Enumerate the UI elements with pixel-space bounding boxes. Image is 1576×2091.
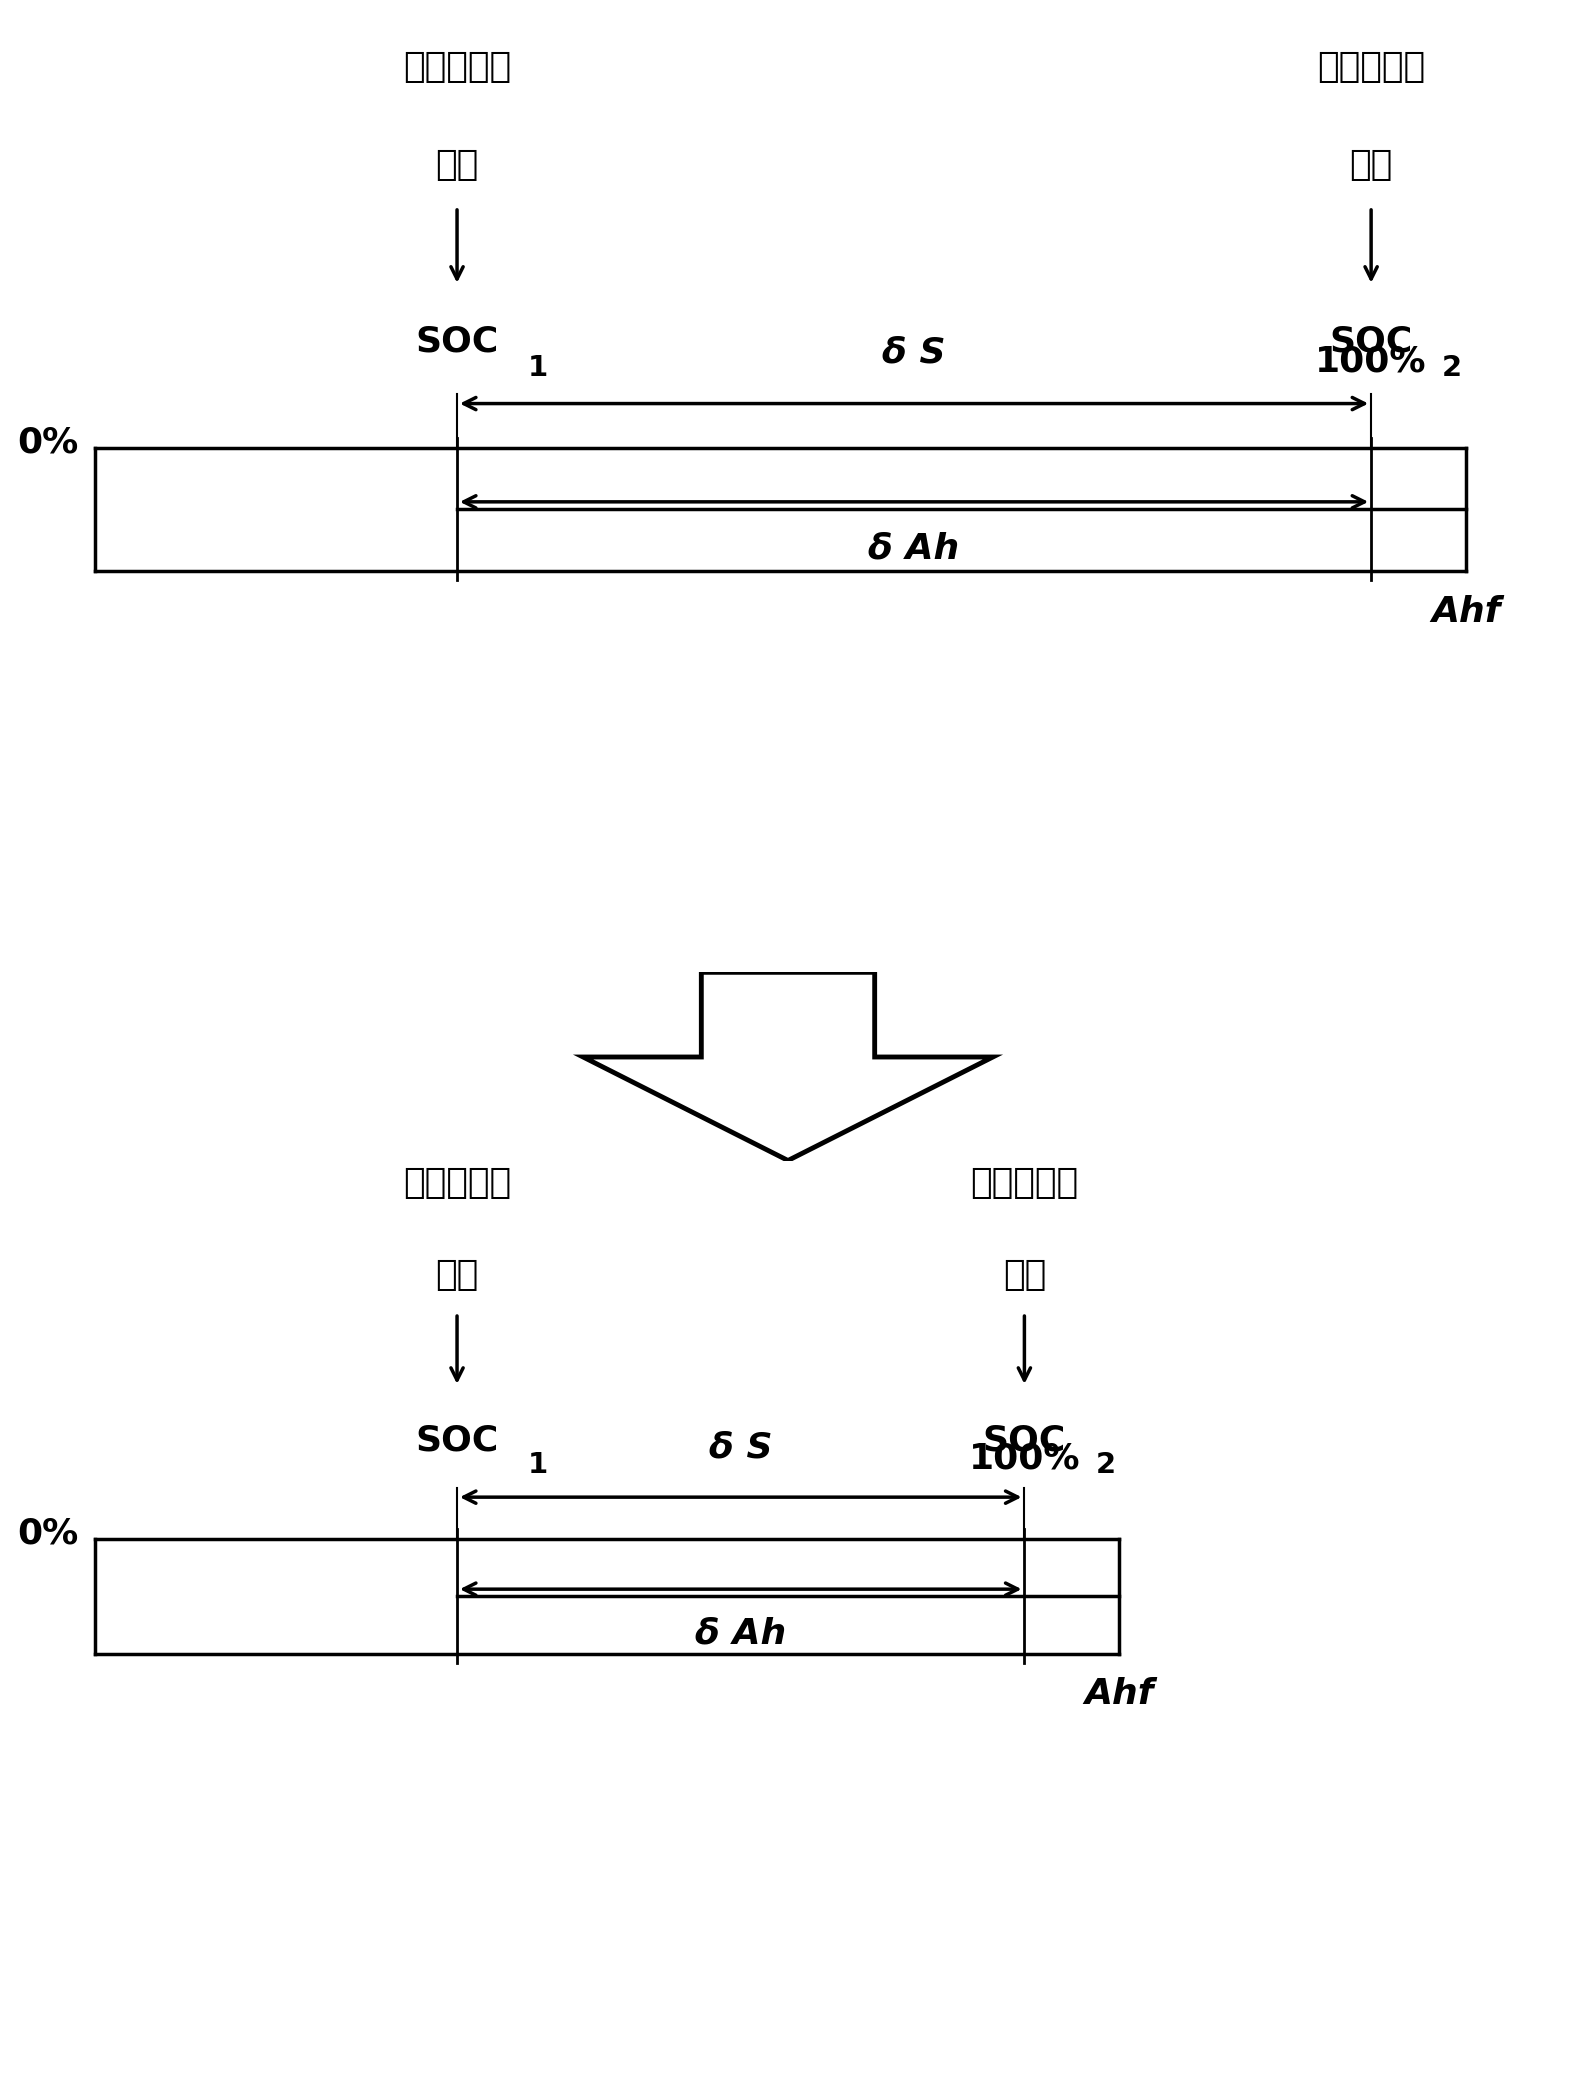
Text: 第一无负荷: 第一无负荷 [403,50,511,84]
Text: 定时: 定时 [435,1259,479,1292]
Text: SOC: SOC [983,1424,1065,1457]
Text: 0%: 0% [17,1516,79,1552]
Text: 1: 1 [528,353,548,383]
Polygon shape [583,972,993,1161]
Text: 第一无负荷: 第一无负荷 [403,1167,511,1200]
Text: 第二无负荷: 第二无负荷 [1318,50,1425,84]
Text: 定时: 定时 [1349,148,1393,182]
Text: Ahf: Ahf [1431,596,1500,629]
Text: 定时: 定时 [1002,1259,1046,1292]
Text: Ahf: Ahf [1084,1677,1154,1710]
Text: 0%: 0% [17,427,79,460]
Text: 2: 2 [1095,1451,1116,1478]
Text: 2: 2 [1442,353,1463,383]
Text: SOC: SOC [1330,324,1412,360]
Text: 100%: 100% [1316,345,1426,378]
Text: 100%: 100% [969,1443,1080,1476]
Text: SOC: SOC [416,324,498,360]
Text: δ Ah: δ Ah [695,1616,786,1650]
Text: SOC: SOC [416,1424,498,1457]
Text: δ S: δ S [709,1430,772,1466]
Text: 定时: 定时 [435,148,479,182]
Text: δ Ah: δ Ah [868,531,960,565]
Text: δ S: δ S [883,335,946,370]
Text: 1: 1 [528,1451,548,1478]
Text: 第二无负荷: 第二无负荷 [971,1167,1078,1200]
